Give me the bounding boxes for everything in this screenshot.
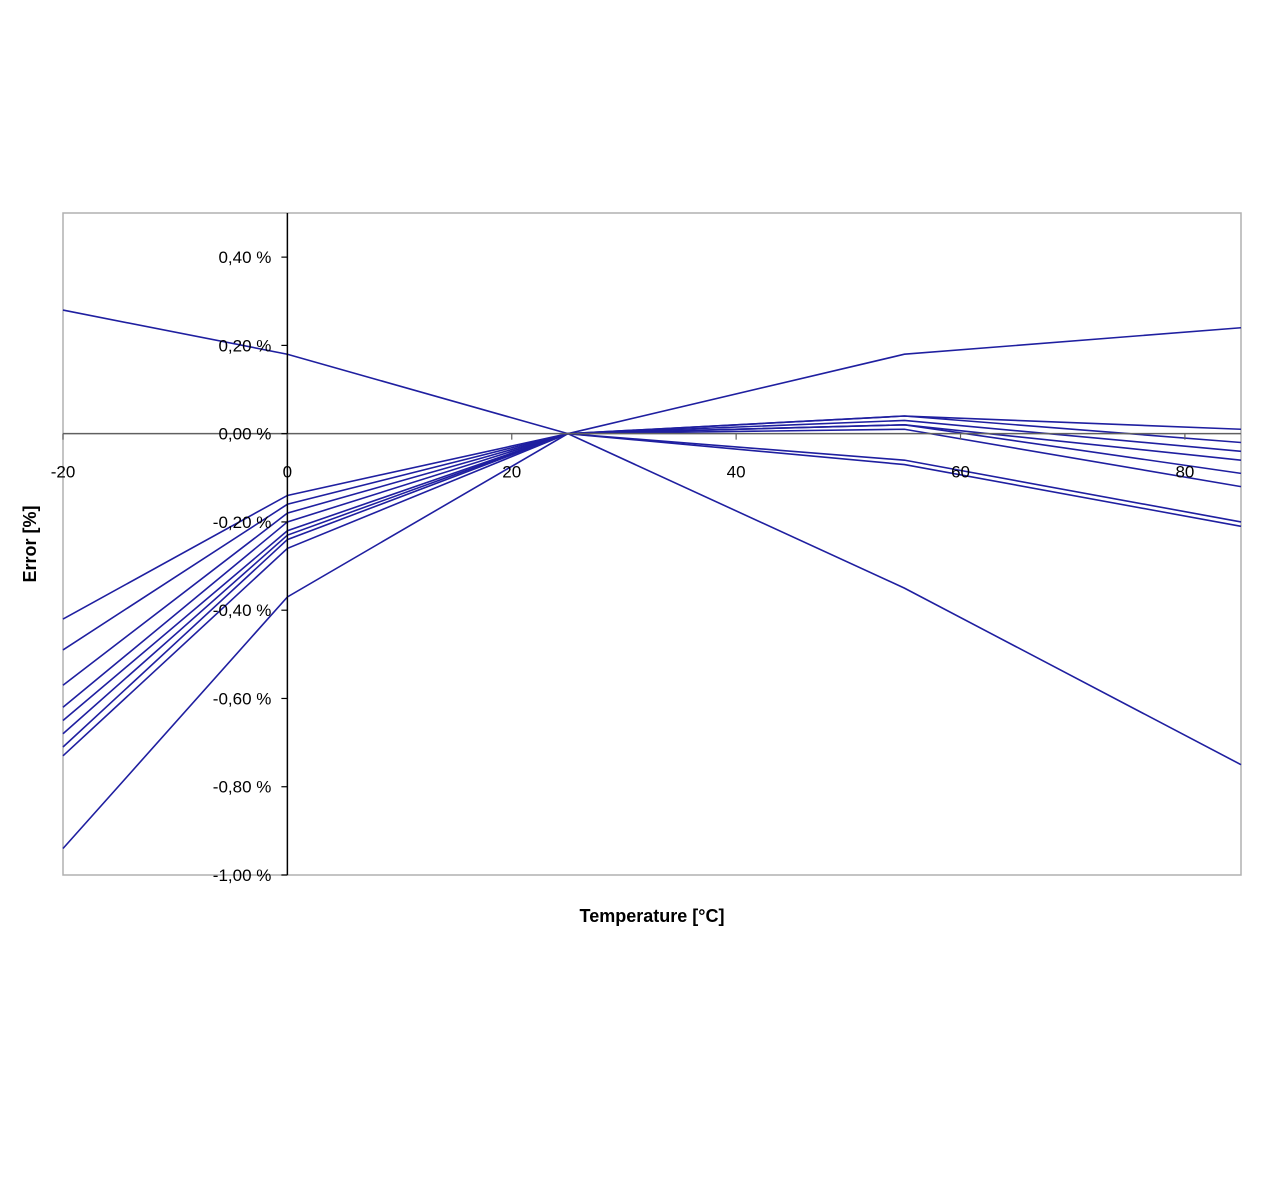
x-ticks: -20 0 20 40 60 80 — [51, 433, 1194, 482]
x-tick-label: -20 — [51, 463, 76, 482]
x-tick-label: 80 — [1175, 463, 1194, 482]
plot-area — [62, 212, 1242, 876]
y-tick-label: -0,60 % — [213, 689, 272, 708]
x-tick-label: 40 — [727, 463, 746, 482]
y-tick-label: 0,40 % — [218, 248, 271, 267]
x-tick-label: 0 — [283, 463, 292, 482]
y-tick-label: 0,00 % — [218, 425, 271, 444]
x-tick-label: 20 — [502, 463, 521, 482]
y-tick-label: -0,40 % — [213, 601, 272, 620]
y-axis-title: Error [%] — [20, 505, 40, 582]
y-tick-label: -0,80 % — [213, 778, 272, 797]
y-ticks: 0,40 % 0,20 % 0,00 % -0,20 % -0,40 % -0,60 % -… — [213, 248, 288, 885]
y-tick-label: -1,00 % — [213, 866, 272, 885]
x-tick-label: 60 — [951, 463, 970, 482]
x-axis-title: Temperature [°C] — [580, 906, 725, 926]
y-tick-label: -0,20 % — [213, 513, 272, 532]
y-tick-label: 0,20 % — [218, 336, 271, 355]
